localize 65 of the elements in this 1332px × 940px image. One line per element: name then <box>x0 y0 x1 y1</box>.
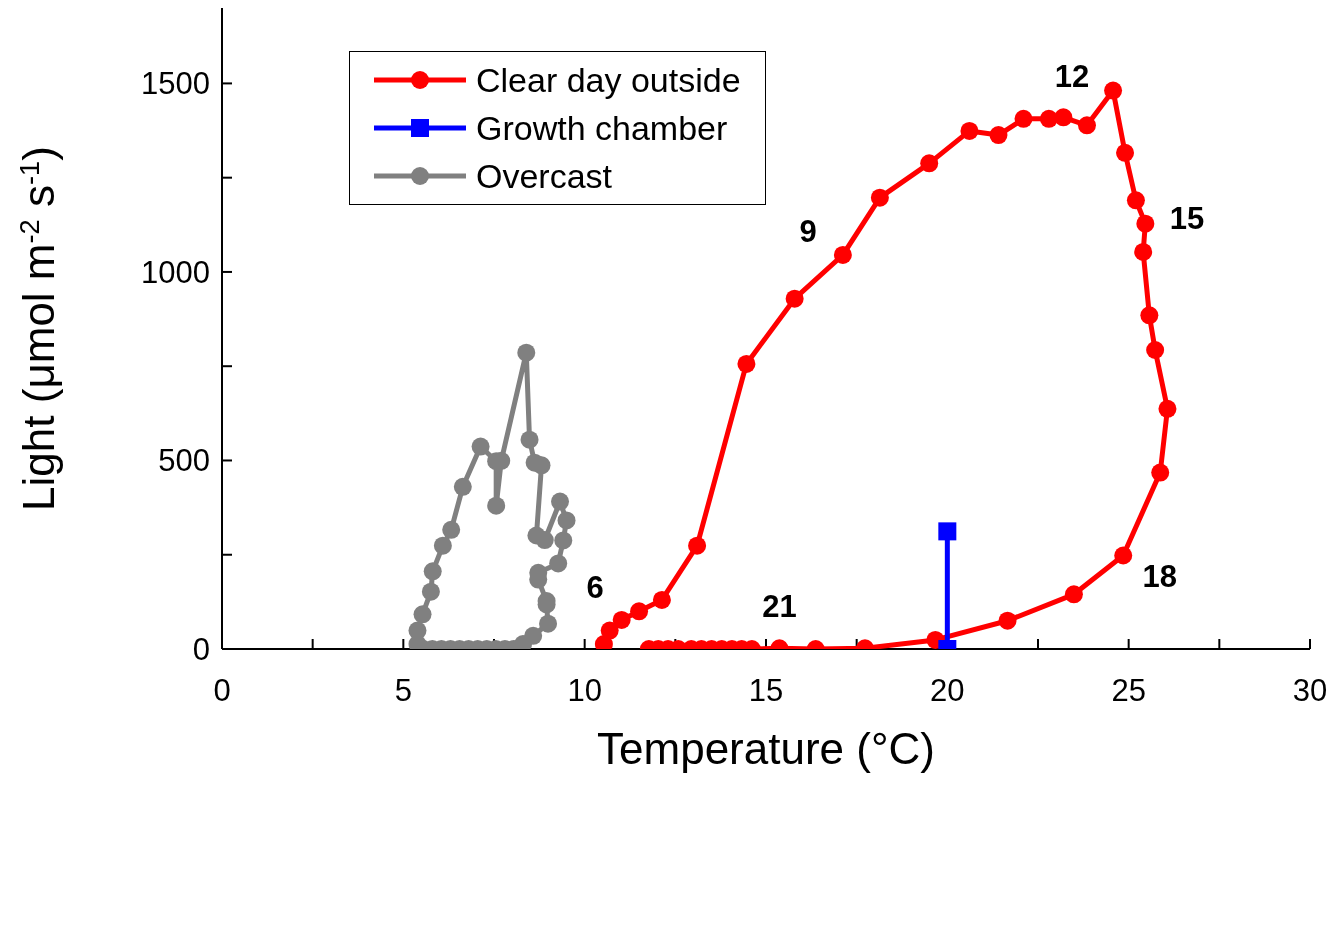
point <box>1140 306 1159 325</box>
y-tick-label: 1000 <box>141 254 210 290</box>
point <box>785 289 804 308</box>
point <box>423 562 442 581</box>
point <box>549 554 568 573</box>
point <box>1077 116 1096 135</box>
point <box>487 496 506 515</box>
x-tick-label: 5 <box>394 673 412 709</box>
point <box>938 522 957 541</box>
x-tick-label: 10 <box>567 673 602 709</box>
point <box>421 582 440 601</box>
point <box>612 610 631 629</box>
point <box>1146 340 1165 359</box>
legend-label: Overcast <box>476 156 613 196</box>
annotation: 21 <box>762 588 797 624</box>
point <box>870 188 889 207</box>
legend-label: Clear day outside <box>476 60 741 100</box>
point <box>413 605 432 624</box>
x-tick-label: 30 <box>1292 673 1328 709</box>
point <box>1054 108 1073 127</box>
y-tick-label: 1500 <box>141 66 210 102</box>
annotation: 6 <box>586 569 604 605</box>
x-axis-title: Temperature (°C) <box>597 724 935 773</box>
point <box>960 121 979 140</box>
point <box>920 154 939 173</box>
point <box>539 614 558 633</box>
point <box>1064 585 1083 604</box>
point <box>688 536 707 555</box>
annotation: 9 <box>799 213 817 249</box>
point <box>630 602 649 621</box>
point <box>520 430 539 449</box>
point <box>557 511 576 530</box>
point <box>1126 191 1145 210</box>
point <box>1158 399 1177 418</box>
point <box>517 343 536 362</box>
point <box>554 531 573 550</box>
annotation: 15 <box>1169 201 1205 237</box>
point <box>998 611 1017 630</box>
point <box>535 531 554 550</box>
point <box>1116 143 1135 162</box>
point <box>1114 546 1133 565</box>
point <box>1136 214 1155 233</box>
point <box>453 477 472 496</box>
point <box>551 492 570 511</box>
point <box>1104 81 1123 100</box>
point <box>737 354 756 373</box>
point <box>442 520 461 539</box>
point <box>1014 109 1033 128</box>
x-tick-label: 15 <box>748 673 784 709</box>
point <box>989 126 1008 145</box>
y-tick-label: 0 <box>192 632 210 668</box>
point <box>1134 242 1153 261</box>
point <box>1039 109 1058 128</box>
x-tick-label: 20 <box>930 673 965 709</box>
point <box>433 536 452 555</box>
annotation: 12 <box>1054 58 1090 94</box>
point <box>471 437 490 456</box>
point <box>600 621 619 640</box>
point <box>833 245 852 264</box>
y-tick-label: 500 <box>158 443 210 479</box>
annotation: 18 <box>1142 558 1177 594</box>
x-tick-label: 25 <box>1111 673 1146 709</box>
point <box>652 590 671 609</box>
legend-label: Growth chamber <box>476 108 728 148</box>
point <box>1151 463 1170 482</box>
